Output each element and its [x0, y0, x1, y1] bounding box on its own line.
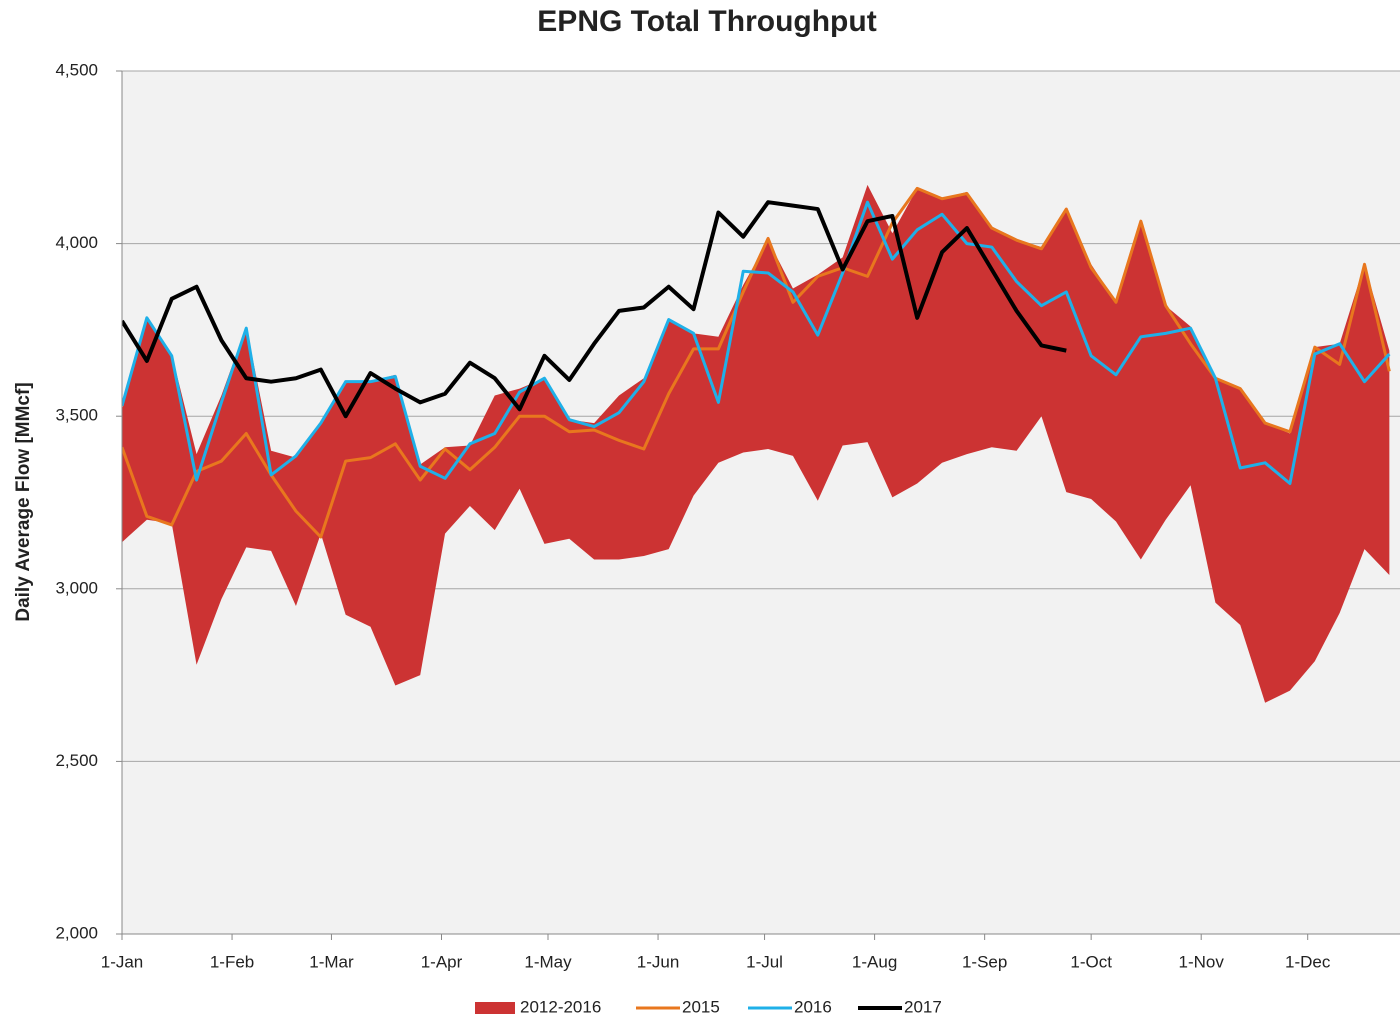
legend-label: 2016: [794, 997, 832, 1016]
x-tick-label: 1-Feb: [210, 952, 254, 971]
y-axis-title: Daily Average Flow [MMcf]: [13, 382, 34, 621]
x-tick-label: 1-Apr: [421, 952, 463, 971]
legend-label: 2017: [904, 997, 942, 1016]
legend-label: 2015: [682, 997, 720, 1016]
x-tick-label: 1-Mar: [309, 952, 354, 971]
x-tick-label: 1-Oct: [1070, 952, 1112, 971]
y-tick-label: 2,500: [55, 751, 98, 770]
x-tick-label: 1-Sep: [962, 952, 1007, 971]
chart-title: EPNG Total Throughput: [537, 5, 876, 38]
x-tick-label: 1-Jun: [637, 952, 680, 971]
x-tick-label: 1-Jul: [746, 952, 783, 971]
series-line: [122, 200, 1391, 486]
x-tick-label: 1-Nov: [1179, 952, 1225, 971]
y-tick-label: 4,500: [55, 60, 98, 79]
y-tick-label: 4,000: [55, 233, 98, 252]
range-band: [122, 184, 1390, 703]
series-line: [122, 186, 1391, 539]
x-tick-label: 1-Aug: [852, 952, 897, 971]
legend-swatch: [475, 1002, 515, 1014]
series-line: [122, 200, 1067, 419]
legend-label: 2012-2016: [520, 997, 601, 1016]
x-tick-label: 1-Dec: [1285, 952, 1331, 971]
y-tick-label: 3,500: [55, 406, 98, 425]
y-tick-label: 2,000: [55, 923, 98, 942]
x-tick-label: 1-Jan: [101, 952, 144, 971]
y-tick-label: 3,000: [55, 578, 98, 597]
x-tick-label: 1-May: [524, 952, 572, 971]
